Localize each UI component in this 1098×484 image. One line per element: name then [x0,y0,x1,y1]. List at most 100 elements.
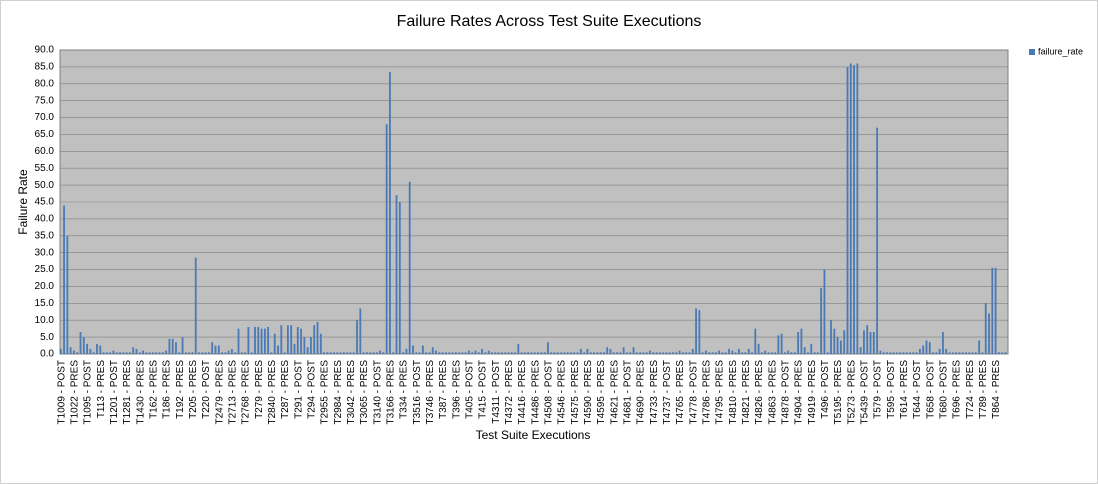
bar [188,352,191,354]
x-tick-label: T579 - POST [873,360,884,419]
bar [793,352,796,354]
y-tick-label: 15.0 [35,298,55,309]
bar [714,352,717,354]
bar [497,352,500,354]
bar [211,342,214,354]
bar [938,348,941,354]
y-tick-label: 5.0 [40,332,54,343]
x-tick-label: T4311 - POST [491,360,502,424]
bar [491,352,493,354]
bar [925,340,928,354]
bar [198,352,200,354]
x-tick-label: T658 - POST [925,360,936,419]
bar [721,352,724,354]
bar [448,352,451,354]
x-tick-label: T5195 - PRES [833,360,844,425]
bar [431,347,434,354]
bar [477,352,480,354]
bar [105,352,108,354]
bar [240,352,243,354]
y-tick-label: 65.0 [35,129,55,140]
bar [148,352,151,354]
bar [774,352,776,354]
bar [787,350,790,354]
x-tick-label: T595 - POST [886,360,897,419]
bar [629,352,632,354]
bar [994,267,997,354]
bar [678,350,681,354]
bar [310,337,312,354]
bar [662,352,665,354]
bar [329,352,332,354]
bar [547,342,549,354]
bar [92,352,95,354]
bar [672,352,674,354]
bar [128,352,131,354]
bar [978,340,981,354]
bar [589,352,592,354]
bar [675,352,678,354]
bar [905,352,908,354]
bar [514,352,516,354]
bar [254,326,256,354]
bar [658,352,661,354]
bar [691,348,694,354]
bar [231,348,233,354]
bar [382,352,385,354]
bar [451,352,454,354]
x-tick-label: T614 - PRES [899,360,910,419]
bar [280,325,283,354]
bar [286,325,289,354]
x-tick-label: T4590 - PRES [583,360,594,425]
bar [63,205,65,354]
bar [435,350,437,354]
bar [412,345,414,354]
bar [820,288,823,354]
bar [471,352,474,354]
bar [152,352,154,354]
bar [859,347,862,354]
bar [606,347,609,354]
bar [158,352,161,354]
bar [145,352,148,354]
bar [444,352,447,354]
bar [425,352,428,354]
legend-label: failure_rate [1038,46,1083,56]
bar [533,352,536,354]
bar [389,71,391,354]
bar [336,352,339,354]
bar [267,326,270,354]
bar [955,352,958,354]
bar [441,352,444,354]
bar [826,352,829,354]
bar [645,352,648,354]
x-tick-label: T2955 - PRES [320,360,331,425]
bar [879,350,882,354]
bar [96,343,98,354]
bar [698,310,701,354]
x-tick-label: T4810 - PRES [728,360,739,425]
y-tick-label: 90.0 [35,45,55,56]
x-tick-label: T387 - PRES [438,360,449,419]
bar [300,328,302,354]
bar [760,352,763,354]
bar [767,352,770,354]
bar [724,352,727,354]
bar [836,337,839,354]
bar [668,352,671,354]
bar [705,350,707,354]
bar [915,352,918,354]
bar [602,352,605,354]
bar [563,352,566,354]
y-tick-label: 80.0 [35,78,55,89]
bar [405,348,408,354]
bar [695,308,697,354]
bar [392,352,395,354]
x-tick-label: T4795 - PRES [715,360,726,425]
legend-swatch [1029,49,1035,55]
bar [474,350,477,354]
x-tick-label: T4546 - PRES [557,360,568,425]
bar [800,328,803,354]
bar [69,347,72,354]
bar [224,352,227,354]
